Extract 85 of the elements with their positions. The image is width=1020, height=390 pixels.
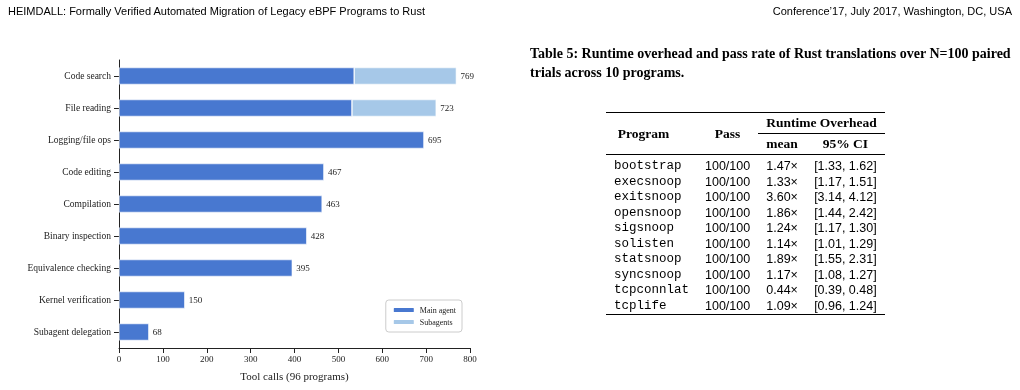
text: execsnoop: [613, 174, 683, 190]
total-label: 395: [296, 263, 311, 273]
y-tick-label: Equivalence checking: [27, 263, 112, 273]
text: 100/100: [704, 236, 752, 252]
total-label: 723: [440, 103, 455, 113]
text: [3.14, 4.12]: [813, 190, 878, 206]
text: 1.14×: [765, 236, 799, 252]
text: syncsnoop: [613, 267, 683, 283]
y-tick-label: File reading: [65, 103, 112, 113]
text: [1.55, 2.31]: [813, 252, 878, 268]
text: [1.44, 2.42]: [813, 205, 878, 221]
y-tick-label: Code search: [64, 71, 112, 81]
text: 100/100: [704, 190, 752, 206]
bar: [119, 323, 149, 341]
text: 1.33×: [765, 174, 799, 190]
text: 100/100: [704, 205, 752, 221]
y-tick-label: Compilation: [63, 199, 112, 209]
bar: [119, 195, 323, 213]
text: 95% CI: [806, 133, 885, 155]
text: Pass: [697, 112, 759, 155]
legend-label: Main agent: [419, 305, 457, 315]
total-label: 463: [326, 199, 341, 209]
text: 100/100: [704, 158, 752, 175]
total-label: 428: [310, 231, 325, 241]
y-tick-label: Logging/file ops: [47, 135, 112, 145]
text: 100/100: [704, 174, 752, 190]
text: 1.17×: [765, 267, 799, 283]
text: 100/100: [704, 221, 752, 237]
x-tick-label: 600: [375, 353, 390, 364]
text: [1.33, 1.62]: [813, 158, 878, 175]
text: Program: [606, 112, 698, 155]
text: sigsnoop: [613, 221, 675, 237]
text: tcpconnlat: [613, 283, 690, 299]
text: 100/100: [704, 298, 752, 315]
text: statsnoop: [613, 252, 683, 268]
total-label: 695: [427, 135, 442, 145]
x-tick-label: 100: [156, 353, 171, 364]
text: [1.08, 1.27]: [813, 267, 878, 283]
bar: [119, 131, 424, 149]
x-tick-label: 800: [463, 353, 478, 364]
text: 1.89×: [765, 252, 799, 268]
x-tick-label: 0: [116, 353, 122, 364]
bar: [119, 259, 293, 277]
text: 100/100: [704, 267, 752, 283]
text: 1.24×: [765, 221, 799, 237]
x-tick-label: 500: [331, 353, 346, 364]
x-axis-title: Tool calls (96 programs): [240, 369, 349, 383]
x-tick-label: 200: [200, 353, 214, 364]
text: tcplife: [613, 298, 668, 315]
text: Table 5: Runtime overhead and pass rate of Rust translations over N=100 paired trials across 10 programs.: [530, 45, 1012, 82]
text: 100/100: [704, 252, 752, 268]
text: 1.86×: [765, 205, 799, 221]
text: 3.60×: [765, 190, 799, 206]
bar: [119, 163, 324, 181]
text: [1.17, 1.51]: [813, 174, 878, 190]
y-tick-label: Subagent delegation: [33, 327, 112, 337]
text: bootstrap: [613, 158, 683, 175]
text: 100/100: [704, 283, 752, 299]
total-label: 769: [460, 71, 475, 81]
text: opensnoop: [613, 205, 683, 221]
text: Conference’17, July 2017, Washington, DC, USA: [772, 5, 1012, 17]
y-tick-label: Kernel verification: [38, 295, 112, 305]
text: 1.47×: [765, 158, 799, 175]
y-tick-label: Binary inspection: [43, 231, 112, 241]
bar: [119, 291, 185, 309]
text: exitsnoop: [613, 190, 683, 206]
x-tick-label: 700: [419, 353, 434, 364]
text: mean: [758, 133, 806, 155]
y-tick-label: Code editing: [62, 167, 112, 177]
text: [0.96, 1.24]: [813, 298, 878, 315]
x-tick-label: 400: [287, 353, 302, 364]
x-tick-label: 300: [243, 353, 258, 364]
text: HEIMDALL: Formally Verified Automated Migration of Legacy eBPF Programs to Rust: [8, 5, 425, 17]
legend-label: Subagents: [419, 317, 453, 327]
text: [1.01, 1.29]: [813, 236, 878, 252]
text: solisten: [613, 236, 675, 252]
bar: [119, 227, 307, 245]
total-label: 68: [152, 327, 163, 337]
text: 0.44×: [765, 283, 799, 299]
total-label: 150: [188, 295, 203, 305]
text: 1.09×: [765, 298, 799, 315]
text: [0.39, 0.48]: [813, 283, 878, 299]
text: [1.17, 1.30]: [813, 221, 878, 237]
total-label: 467: [327, 167, 342, 177]
text: Runtime Overhead: [758, 112, 885, 134]
